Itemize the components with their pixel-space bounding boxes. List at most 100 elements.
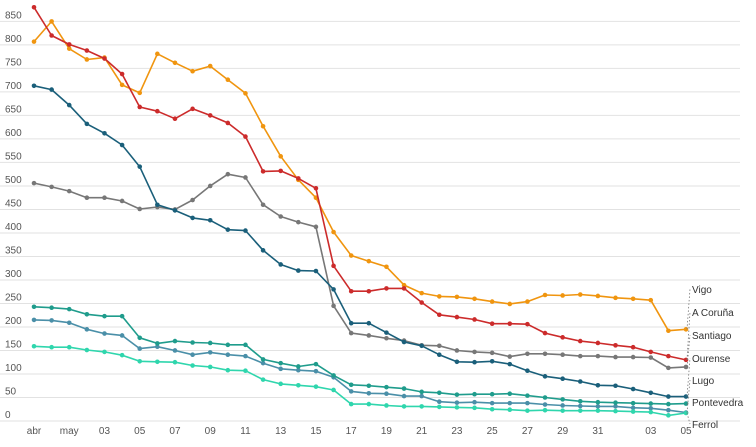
- series-lines: [31, 4, 689, 418]
- data-point: [560, 335, 565, 340]
- data-point: [436, 352, 442, 358]
- data-point: [454, 400, 460, 405]
- data-point: [172, 116, 178, 122]
- data-point: [348, 288, 354, 294]
- data-point: [613, 295, 618, 301]
- data-point: [49, 87, 54, 92]
- data-point: [507, 361, 513, 367]
- data-point: [560, 293, 565, 298]
- x-tick-label: 31: [592, 426, 604, 437]
- series-label-lugo: Lugo: [692, 376, 715, 387]
- data-point: [119, 198, 125, 204]
- data-point: [190, 215, 195, 221]
- data-point: [366, 390, 372, 396]
- data-point: [331, 303, 336, 309]
- data-point: [419, 300, 424, 305]
- data-point: [348, 382, 354, 388]
- data-point: [84, 347, 90, 353]
- data-point: [666, 401, 671, 407]
- data-point: [595, 404, 601, 409]
- data-point: [243, 353, 248, 359]
- data-point: [137, 164, 143, 169]
- x-tick-label: 21: [416, 426, 428, 437]
- data-point: [542, 395, 548, 400]
- data-point: [296, 219, 301, 225]
- data-point: [613, 408, 618, 414]
- data-point: [436, 404, 442, 410]
- data-point: [401, 404, 407, 409]
- data-point: [119, 333, 125, 338]
- data-point: [489, 391, 495, 397]
- y-tick-label: 600: [5, 128, 22, 139]
- data-point: [507, 354, 513, 359]
- gridlines: [0, 20, 740, 422]
- data-point: [278, 366, 284, 372]
- data-point: [507, 400, 513, 406]
- data-point: [683, 394, 689, 399]
- data-point: [525, 299, 530, 304]
- data-point: [560, 397, 565, 402]
- data-point: [155, 344, 160, 350]
- data-point: [401, 282, 407, 288]
- data-point: [489, 299, 495, 304]
- data-point: [401, 386, 407, 391]
- data-point: [207, 350, 213, 355]
- data-point: [66, 344, 72, 350]
- data-point: [613, 354, 618, 360]
- data-point: [384, 330, 389, 335]
- label-leader-pontevedra: [686, 401, 691, 404]
- data-point: [119, 352, 125, 358]
- x-tick-label: 25: [487, 426, 499, 437]
- x-tick-label: 29: [557, 426, 569, 437]
- data-point: [119, 82, 125, 88]
- data-point: [119, 71, 125, 77]
- data-point: [296, 176, 301, 181]
- data-point: [260, 357, 266, 362]
- data-point: [366, 383, 372, 389]
- data-point: [595, 399, 601, 405]
- data-point: [243, 175, 248, 180]
- data-point: [207, 63, 213, 69]
- data-point: [630, 400, 636, 406]
- data-point: [489, 350, 495, 356]
- data-point: [296, 364, 301, 369]
- data-point: [243, 91, 248, 96]
- data-point: [683, 410, 689, 416]
- data-point: [66, 102, 72, 108]
- data-point: [31, 83, 37, 89]
- data-point: [560, 403, 565, 408]
- data-point: [155, 359, 160, 365]
- data-point: [436, 390, 442, 396]
- data-point: [630, 354, 636, 360]
- data-point: [102, 331, 107, 336]
- series-line-ourense: [33, 85, 687, 398]
- data-point: [278, 262, 284, 267]
- data-point: [666, 413, 671, 418]
- data-point: [207, 113, 213, 118]
- data-point: [525, 408, 530, 413]
- data-point: [542, 374, 548, 379]
- data-point: [348, 320, 354, 326]
- data-point: [542, 292, 548, 298]
- data-point: [260, 377, 266, 382]
- data-point: [155, 202, 160, 208]
- data-point: [384, 403, 389, 408]
- series-line-ferrol: [33, 345, 687, 417]
- y-tick-label: 0: [5, 410, 11, 421]
- data-point: [84, 195, 90, 200]
- x-tick-label: 03: [645, 426, 657, 437]
- data-point: [119, 313, 125, 319]
- data-point: [454, 348, 460, 353]
- data-point: [613, 404, 618, 409]
- data-point: [348, 253, 354, 258]
- y-tick-label: 450: [5, 198, 22, 209]
- data-point: [542, 351, 548, 357]
- data-point: [66, 306, 72, 312]
- data-point: [595, 353, 601, 359]
- y-tick-label: 700: [5, 81, 22, 92]
- data-point: [472, 359, 477, 365]
- y-tick-label: 750: [5, 57, 22, 68]
- data-point: [313, 185, 319, 191]
- data-point: [243, 368, 248, 373]
- data-point: [260, 248, 266, 253]
